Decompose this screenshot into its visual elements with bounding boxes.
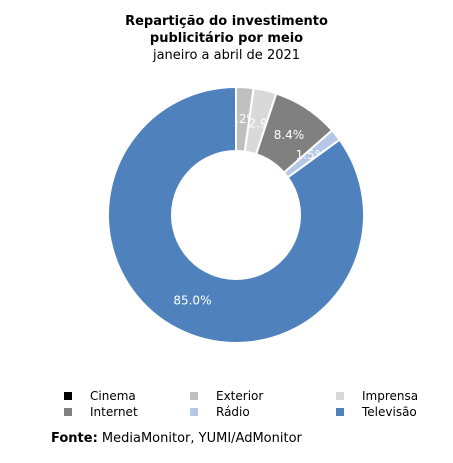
legend-label-cinema: Cinema [90,389,136,403]
legend-swatch-internet [64,408,72,416]
legend-swatch-televis-o [336,408,344,416]
donut-slice-televis-o [107,85,365,344]
chart-title-line2: publicitário por meio [149,31,304,46]
data-label-cinema: 0.0% [221,60,252,74]
legend-label-imprensa: Imprensa [362,389,419,403]
legend-item-internet: Internet [64,405,138,419]
legend-label-internet: Internet [90,405,138,419]
legend-item-televis-o: Televisão [336,405,417,419]
chart-title-line1: Repartição do investimento [125,14,328,29]
legend-swatch-r-dio [190,408,198,416]
source-note: Fonte: MediaMonitor, YUMI/AdMonitor [51,431,302,446]
source-label: Fonte: [51,431,98,446]
legend-swatch-exterior [190,392,198,400]
data-label-internet: 8.4% [274,128,305,142]
chart-subtitle: janeiro a abril de 2021 [152,48,301,63]
legend-label-televis-o: Televisão [362,405,417,419]
legend-item-imprensa: Imprensa [336,389,418,403]
legend-label-r-dio: Rádio [216,405,250,419]
legend-item-r-dio: Rádio [190,405,250,419]
legend-item-exterior: Exterior [190,389,263,403]
source-text: MediaMonitor, YUMI/AdMonitor [101,431,302,446]
legend-swatch-cinema [64,392,72,400]
data-label-televis-o: 85.0% [173,294,211,308]
legend-item-cinema: Cinema [64,389,136,403]
legend-swatch-imprensa [336,392,344,400]
legend-label-exterior: Exterior [216,389,264,403]
